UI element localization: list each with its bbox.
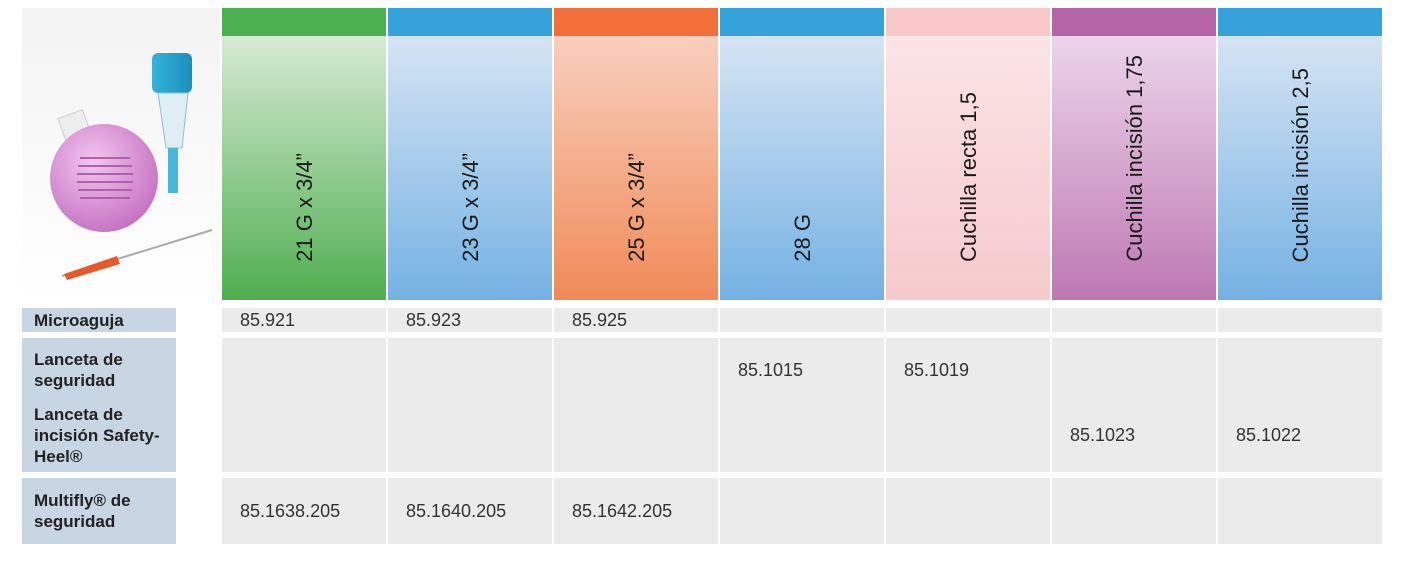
table-cell: [388, 338, 552, 402]
table-cell: [222, 338, 386, 402]
header-stripe: [554, 8, 718, 36]
header-stripe: [720, 8, 884, 36]
product-illustration: [22, 8, 220, 300]
column-label: Cuchilla recta 1,5: [956, 92, 982, 262]
table-cell: 85.1015: [720, 338, 884, 402]
table-cell: 85.1642.205: [554, 478, 718, 544]
table-cell: [554, 338, 718, 402]
page: 21 G x 3/4” 23 G x 3/4” 25 G x 3/4” 28 G Cuc…: [0, 0, 1404, 575]
table-cell: [1218, 338, 1382, 402]
column-header: 21 G x 3/4”: [222, 8, 386, 300]
header-stripe: [1218, 8, 1382, 36]
row-label: Lanceta de incisión Safety-Heel®: [22, 398, 176, 472]
column-label: Cuchilla incisión 1,75: [1122, 55, 1148, 262]
column-label: Cuchilla incisión 2,5: [1288, 68, 1314, 262]
column-header: Cuchilla recta 1,5: [886, 8, 1050, 300]
row-label: Lanceta de seguridad: [22, 338, 176, 402]
product-image: [22, 8, 220, 300]
table-cell: [886, 398, 1050, 472]
table-cell: 85.921: [222, 308, 386, 332]
table-cell: [1052, 338, 1216, 402]
table-cell: 85.1022: [1218, 398, 1382, 472]
row-label: Microaguja: [22, 308, 176, 332]
table-cell: [720, 478, 884, 544]
table-cell: 85.1640.205: [388, 478, 552, 544]
table-cell: 85.1638.205: [222, 478, 386, 544]
table-cell: [554, 398, 718, 472]
column-header: Cuchilla incisión 2,5: [1218, 8, 1382, 300]
table-cell: 85.1019: [886, 338, 1050, 402]
column-label: 23 G x 3/4”: [458, 153, 484, 262]
table-cell: [886, 308, 1050, 332]
row-label: Multifly® de seguridad: [22, 478, 176, 544]
header-stripe: [222, 8, 386, 36]
table-cell: [1052, 478, 1216, 544]
column-header: Cuchilla incisión 1,75: [1052, 8, 1216, 300]
table-cell: [886, 478, 1050, 544]
column-label: 25 G x 3/4”: [624, 153, 650, 262]
table-cell: [388, 398, 552, 472]
column-label: 28 G: [790, 214, 816, 262]
table-cell: 85.925: [554, 308, 718, 332]
table-cell: [1218, 478, 1382, 544]
product-table: 21 G x 3/4” 23 G x 3/4” 25 G x 3/4” 28 G Cuc…: [22, 8, 1382, 544]
table-cell: [1218, 308, 1382, 332]
header-stripe: [1052, 8, 1216, 36]
table-cell: [720, 308, 884, 332]
table-cell: [1052, 308, 1216, 332]
column-header: 28 G: [720, 8, 884, 300]
column-header: 23 G x 3/4”: [388, 8, 552, 300]
table-cell: [720, 398, 884, 472]
table-cell: 85.1023: [1052, 398, 1216, 472]
header-stripe: [886, 8, 1050, 36]
column-label: 21 G x 3/4”: [292, 153, 318, 262]
column-header: 25 G x 3/4”: [554, 8, 718, 300]
table-cell: 85.923: [388, 308, 552, 332]
table-cell: [222, 398, 386, 472]
header-stripe: [388, 8, 552, 36]
